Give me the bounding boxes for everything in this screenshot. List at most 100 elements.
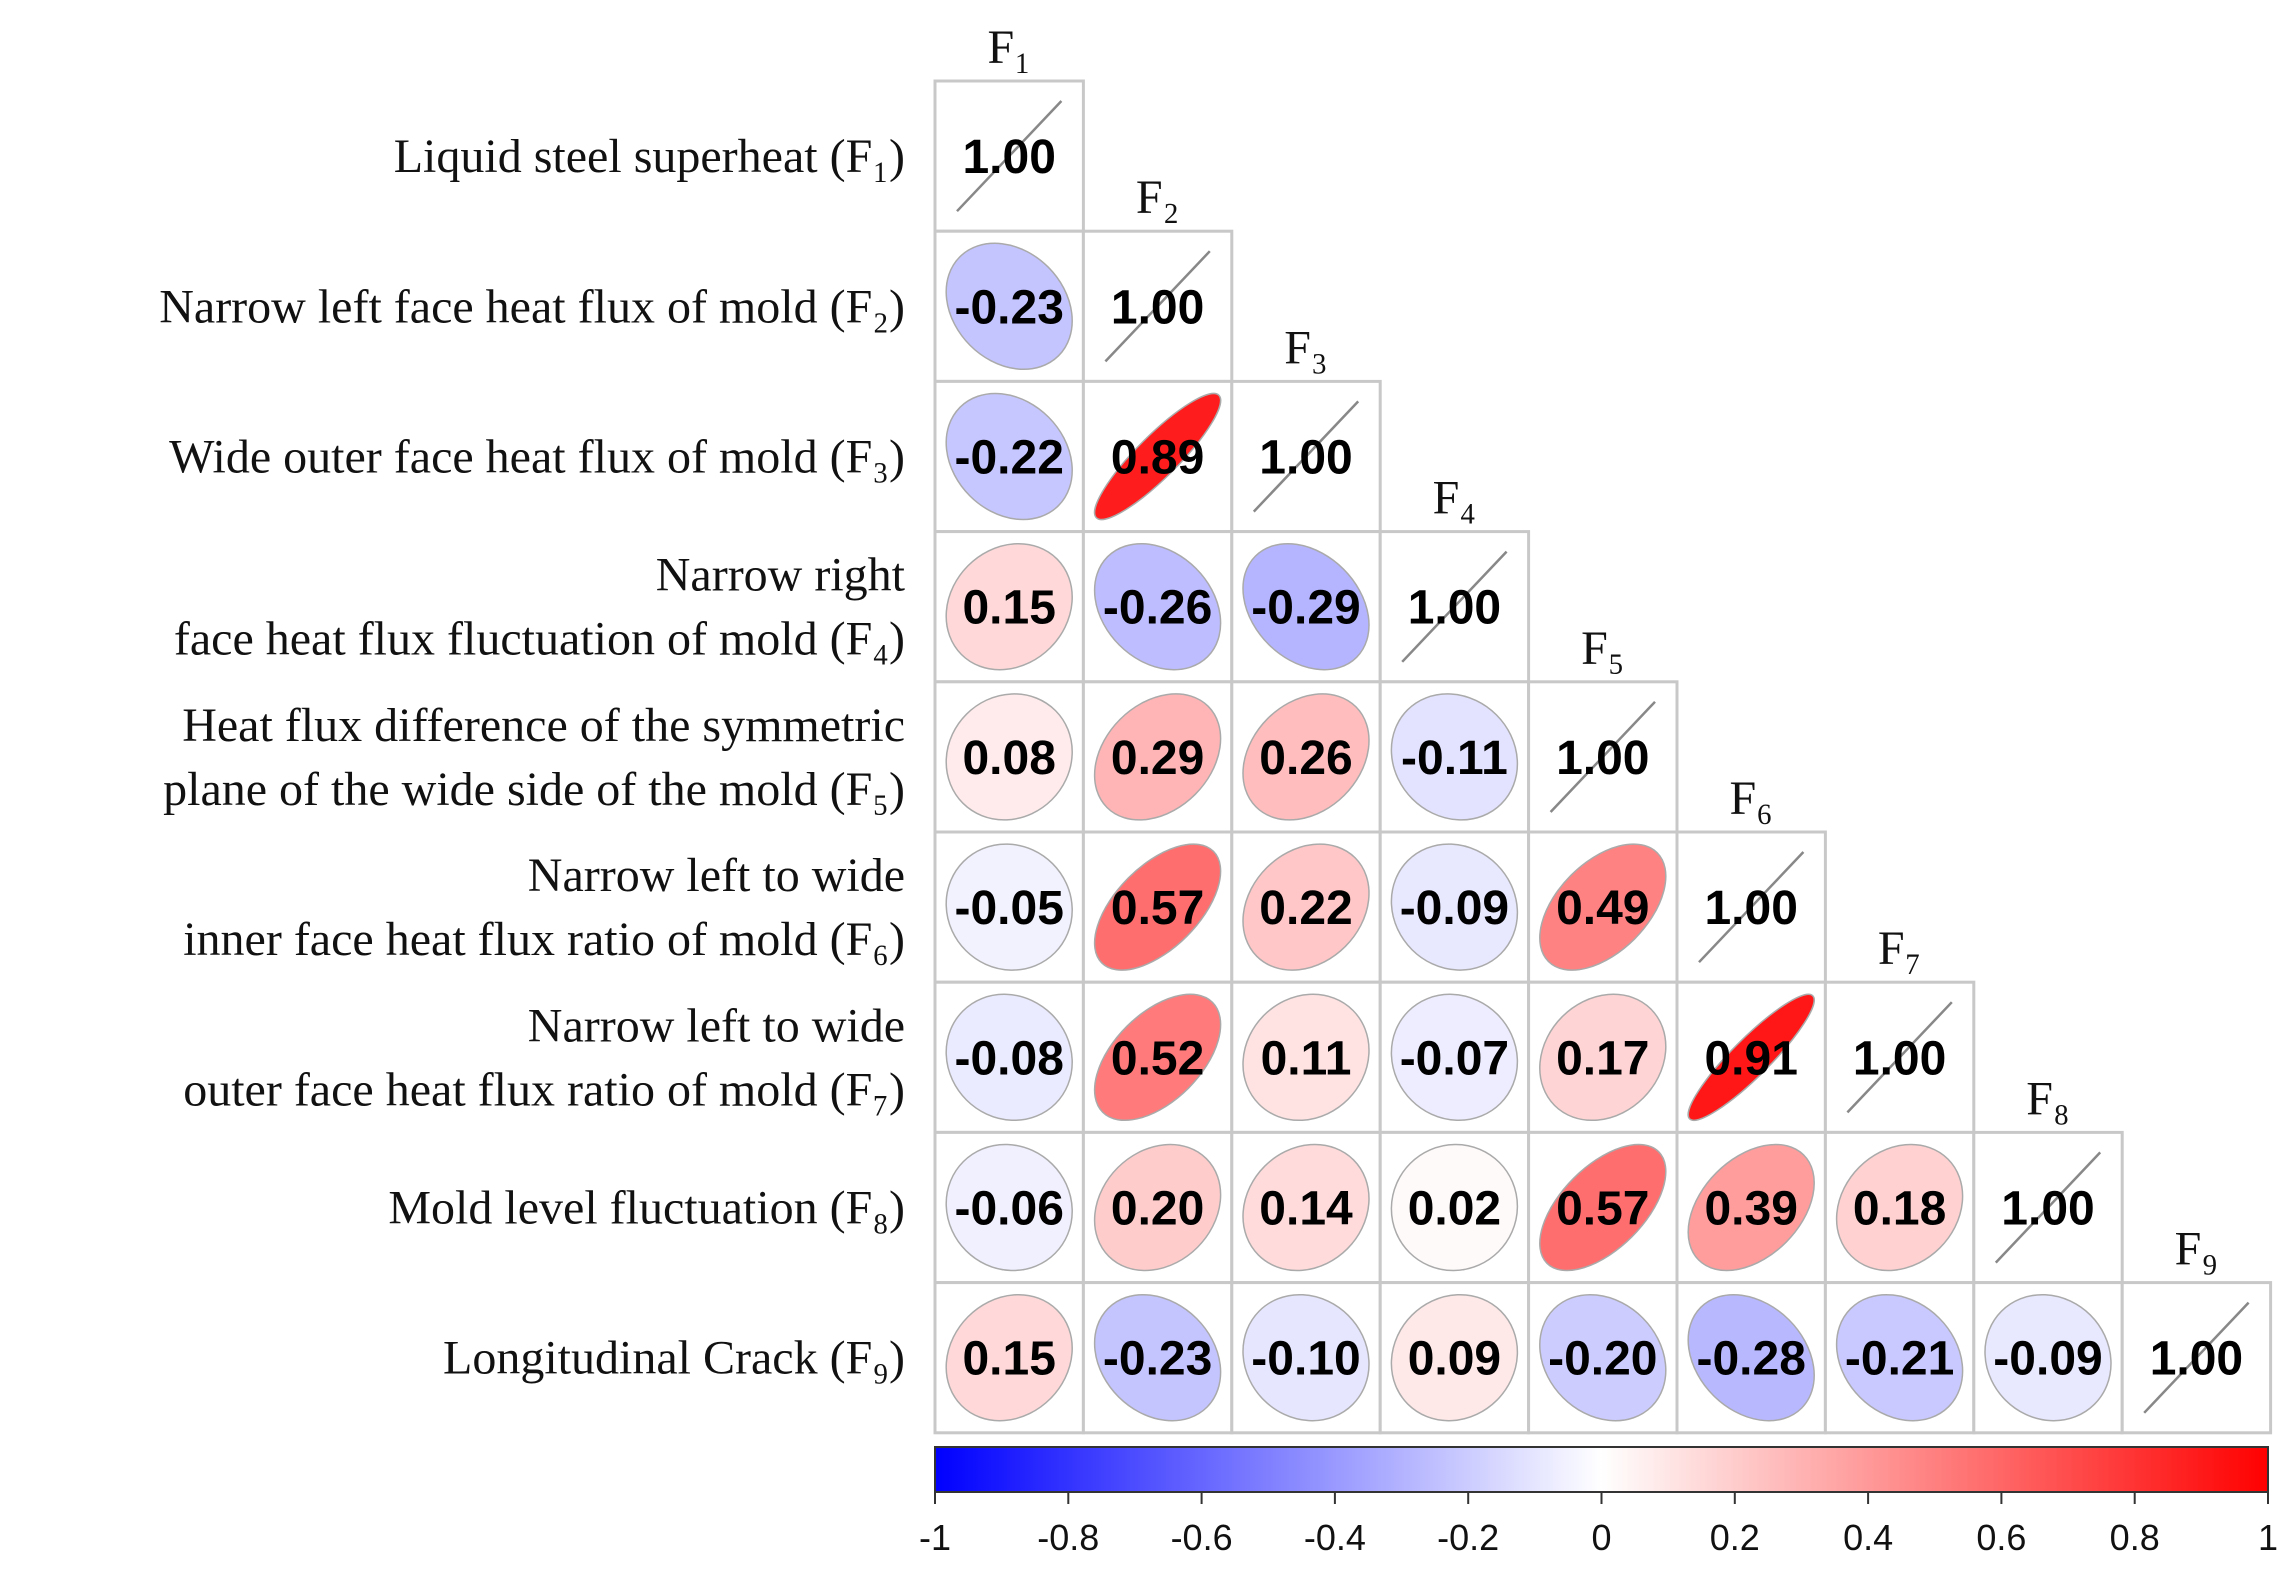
cell-F7-F5: 0.17 <box>1527 980 1679 1134</box>
correlation-value: -0.21 <box>1845 1333 1954 1386</box>
correlation-ellipse <box>1093 392 1222 521</box>
cell-F8-F7: 0.18 <box>1823 1130 1976 1285</box>
cell-F8-F1: -0.06 <box>933 1130 1085 1285</box>
diagonal-line <box>2143 1301 2250 1414</box>
row-label-line: Wide outer face heat flux of mold (F₃) <box>169 431 905 484</box>
correlation-value: 0.11 <box>1261 1032 1352 1085</box>
correlation-ellipse <box>1539 1293 1667 1422</box>
correlation-ellipse <box>1687 1143 1815 1272</box>
column-label-F9: F₉ <box>2175 1223 2218 1276</box>
column-label-F6: F₆ <box>1729 772 1772 825</box>
cell-F8-F5: 0.57 <box>1527 1130 1679 1285</box>
cell-F6-F2: 0.57 <box>1081 830 1234 984</box>
colorbar-gradient <box>934 1446 2269 1493</box>
correlation-value: -0.06 <box>954 1183 1063 1236</box>
correlation-ellipse <box>1242 993 1370 1122</box>
correlation-value: -0.07 <box>1400 1032 1509 1085</box>
colorbar-tick-label: -0.6 <box>1171 1517 1233 1558</box>
correlation-ellipse <box>1242 1143 1370 1272</box>
correlation-value: 1.00 <box>1704 882 1797 935</box>
row-label-F5: Heat flux difference of the symmetric pla… <box>163 699 905 816</box>
correlation-ellipse <box>1093 993 1222 1122</box>
cell-F1-F1: 1.00 <box>933 79 1085 233</box>
correlation-value: -0.23 <box>954 281 1063 334</box>
matrix-grid: 1.00 -0.23 1.00 -0.22 0.89 1.00 0.15 -0.26 -0.29… <box>933 79 2273 1435</box>
row-label-line: inner face heat flux ratio of mold (F₆) <box>183 913 905 966</box>
correlation-ellipse <box>1390 843 1519 971</box>
diagonal-line <box>1401 550 1508 663</box>
colorbar-tick-label: 0.2 <box>1710 1517 1760 1558</box>
correlation-ellipse <box>1835 1143 1964 1272</box>
diagonal-line <box>1104 250 1211 363</box>
correlation-value: -0.10 <box>1251 1333 1360 1386</box>
column-label-F2: F₂ <box>1136 171 1179 224</box>
correlation-value: 0.17 <box>1556 1032 1649 1085</box>
correlation-value: 0.57 <box>1556 1183 1649 1236</box>
cell-F6-F5: 0.49 <box>1527 830 1679 984</box>
row-label-line: Heat flux difference of the symmetric <box>182 699 905 752</box>
cell-F4-F1: 0.15 <box>933 530 1085 684</box>
correlation-value: -0.05 <box>954 882 1063 935</box>
row-label-F6: Narrow left to wide inner face heat flux … <box>183 849 905 966</box>
row-label-line: Liquid steel superheat (F₁) <box>394 130 905 183</box>
row-label-F2: Narrow left face heat flux of mold (F₂) <box>159 280 905 333</box>
correlation-value: 0.39 <box>1704 1183 1797 1236</box>
correlation-value: 0.26 <box>1259 732 1352 785</box>
correlation-ellipse <box>1539 993 1667 1122</box>
correlation-ellipse <box>1390 1293 1519 1422</box>
correlation-value: 0.14 <box>1259 1183 1353 1236</box>
correlation-value: -0.11 <box>1401 732 1508 785</box>
correlation-ellipse <box>1390 693 1519 821</box>
cell-F7-F1: -0.08 <box>933 980 1085 1134</box>
correlation-ellipse <box>945 542 1073 671</box>
correlation-value: 1.00 <box>1408 582 1501 635</box>
correlation-value: -0.23 <box>1103 1333 1212 1386</box>
correlation-ellipse <box>1093 1293 1222 1422</box>
cell-F6-F3: 0.22 <box>1230 830 1382 984</box>
row-label-line: Narrow right <box>656 549 906 602</box>
colorbar-tick-label: -0.4 <box>1304 1517 1366 1558</box>
cell-F9-F6: -0.28 <box>1675 1281 1827 1435</box>
cell-F5-F1: 0.08 <box>933 680 1085 834</box>
cell-F8-F2: 0.20 <box>1081 1130 1234 1285</box>
correlation-value: -0.28 <box>1696 1333 1805 1386</box>
row-label-line: outer face heat flux ratio of mold (F₇) <box>183 1063 905 1116</box>
row-labels: Liquid steel superheat (F₁) Narrow left f… <box>159 130 905 1385</box>
cell-F8-F6: 0.39 <box>1675 1130 1827 1285</box>
correlation-ellipse <box>1390 1143 1519 1272</box>
cell-F7-F2: 0.52 <box>1081 980 1234 1134</box>
cell-F7-F3: 0.11 <box>1230 980 1382 1134</box>
row-label-line: Narrow left to wide <box>528 849 905 902</box>
colorbar-tick-label: -0.8 <box>1037 1517 1099 1558</box>
cell-F5-F3: 0.26 <box>1230 680 1382 834</box>
colorbar-tick-label: 1 <box>2258 1517 2278 1558</box>
correlation-ellipse <box>945 1293 1073 1422</box>
correlation-value: 0.15 <box>962 582 1055 635</box>
correlation-value: 0.22 <box>1259 882 1352 935</box>
diagonal-line <box>1252 400 1360 513</box>
correlation-ellipse <box>945 392 1073 521</box>
cell-F9-F9: 1.00 <box>2120 1281 2273 1435</box>
cell-F8-F8: 1.00 <box>1972 1130 2124 1285</box>
correlation-ellipse <box>1093 843 1222 971</box>
correlation-value: 1.00 <box>1111 281 1204 334</box>
correlation-value: 1.00 <box>2150 1333 2243 1386</box>
correlation-ellipse <box>945 1143 1073 1272</box>
correlation-ellipse <box>1390 993 1519 1122</box>
colorbar-tick-label: -1 <box>919 1517 951 1558</box>
diagonal-line <box>1994 1151 2102 1264</box>
cell-F2-F1: -0.23 <box>933 229 1085 383</box>
colorbar-tick-label: 0.6 <box>1976 1517 2026 1558</box>
correlation-value: -0.29 <box>1251 582 1360 635</box>
colorbar: -1 -0.8 -0.6 -0.4 -0.2 0 0.2 0.4 0.6 0.8 1 <box>919 1446 2278 1558</box>
row-label-F9: Longitudinal Crack (F₉) <box>443 1332 905 1385</box>
cell-F9-F1: 0.15 <box>933 1281 1085 1435</box>
diagonal-line <box>956 100 1063 213</box>
diagonal-line <box>1698 851 1805 964</box>
column-label-F4: F₄ <box>1433 472 1476 525</box>
row-label-F1: Liquid steel superheat (F₁) <box>394 130 905 183</box>
column-labels: F₁ F₂ F₃ F₄ F₅ F₆ F₇ F₈ F₉ <box>987 21 2218 1276</box>
correlation-ellipse <box>945 242 1073 371</box>
cell-F4-F3: -0.29 <box>1230 530 1382 684</box>
